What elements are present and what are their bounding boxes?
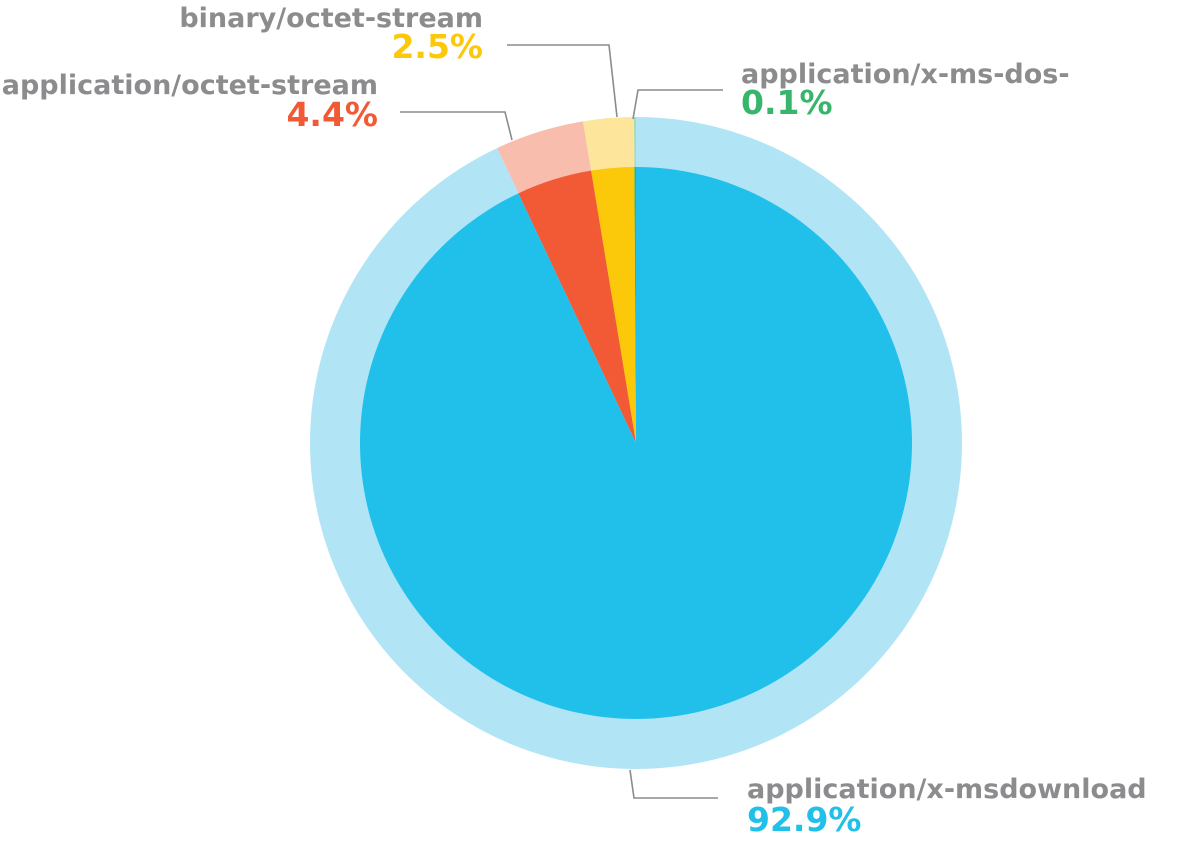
leader-line-binary-octet-stream (507, 44, 618, 118)
value-x-msdownload: 92.9% (747, 800, 862, 839)
label-x-ms-dos: application/x-ms-dos- (741, 59, 1070, 90)
label-application-octet-stream: application/octet-stream (2, 70, 378, 101)
leader-line-x-ms-dos (632, 89, 723, 120)
leader-line-x-msdownload (629, 769, 718, 799)
label-x-msdownload: application/x-msdownload (747, 774, 1147, 805)
pie-slice-x-msdownload (360, 167, 913, 719)
label-binary-octet-stream: binary/octet-stream (179, 3, 483, 34)
pie-slice-binary-octet-stream (591, 167, 636, 443)
leader-line-application-octet-stream (400, 111, 513, 141)
value-application-octet-stream: 4.4% (286, 95, 378, 134)
pie-slice-application-octet-stream (518, 170, 636, 444)
value-x-ms-dos: 0.1% (741, 83, 833, 122)
pie-slices (360, 167, 913, 719)
value-binary-octet-stream: 2.5% (391, 27, 483, 66)
pie-slice-x-ms-dos (634, 167, 636, 443)
